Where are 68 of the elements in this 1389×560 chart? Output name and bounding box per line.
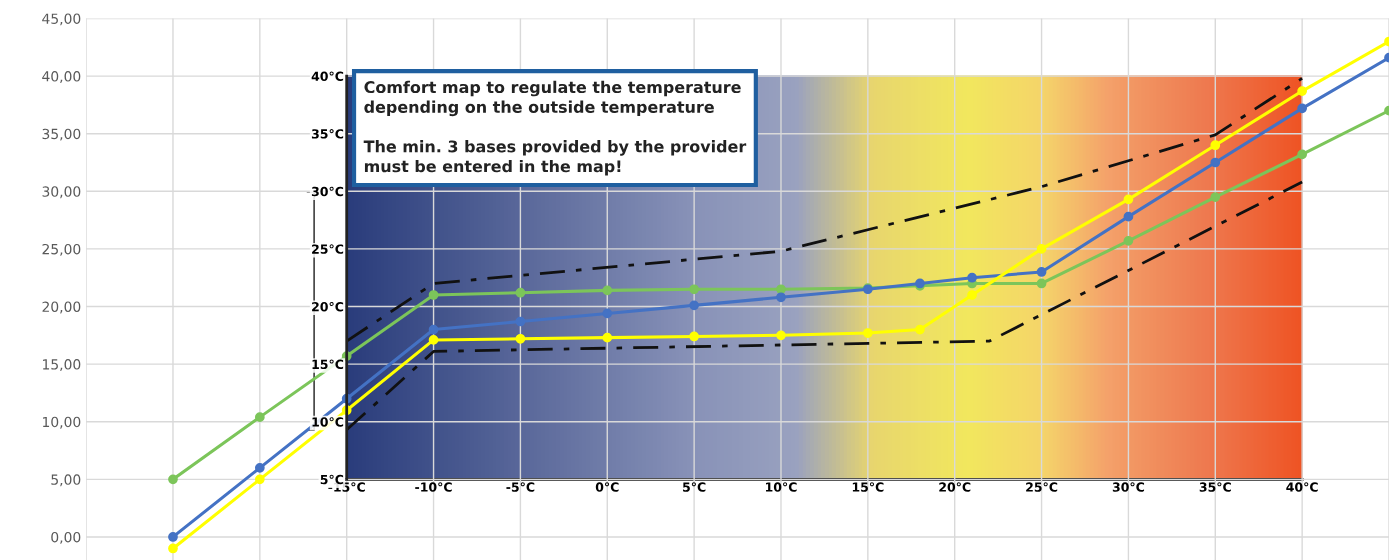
line-series <box>345 77 1304 343</box>
point <box>428 290 439 300</box>
point <box>168 543 178 554</box>
point <box>1210 140 1221 151</box>
point <box>1210 157 1221 168</box>
point <box>254 412 265 422</box>
x-tick-label: 20°C <box>939 482 971 492</box>
x-tick-label: 40°C <box>1286 482 1318 492</box>
point <box>602 332 613 343</box>
point <box>967 290 977 300</box>
point <box>1036 278 1047 289</box>
point <box>515 333 526 344</box>
point <box>1036 267 1047 277</box>
x-tick-label: 25°C <box>1026 482 1058 492</box>
y2-tick-label: 10°C <box>312 417 344 427</box>
y2-tick-label: 20°C <box>312 301 344 312</box>
point <box>1123 194 1134 205</box>
point <box>1123 211 1134 222</box>
y-tick-label: 25,00 <box>42 243 81 256</box>
y2-tick-label: 15°C <box>312 359 344 370</box>
point <box>1123 235 1134 246</box>
y-tick-label: 45,00 <box>42 13 81 26</box>
x-tick-label: 0°C <box>595 482 619 492</box>
point <box>602 308 613 319</box>
y2-tick-label: 25°C <box>312 244 344 254</box>
annotation: The min. 3 bases provided by the provider must be entered in the map! <box>363 140 747 176</box>
point <box>602 285 613 296</box>
x-tick-label: 35°C <box>1199 482 1231 492</box>
point <box>428 324 439 335</box>
point <box>1210 192 1221 202</box>
point <box>776 292 786 303</box>
x-tick-label: -10°C <box>415 482 452 492</box>
annotation: Comfort map to regulate the temperature depending on the outside temperature <box>364 80 741 117</box>
y-tick-label: 20,00 <box>42 301 81 314</box>
point <box>515 316 526 327</box>
point <box>1297 149 1308 160</box>
point <box>168 474 178 485</box>
point <box>168 532 178 542</box>
point <box>689 284 699 295</box>
y-tick-label: 15,00 <box>43 359 81 372</box>
x-tick-label: 30°C <box>1112 482 1145 492</box>
y-tick-label: 5,00 <box>51 474 81 487</box>
point <box>1036 244 1047 254</box>
y-tick-label: 30,00 <box>42 186 81 199</box>
x-tick-label: 15°C <box>852 482 884 492</box>
point <box>776 284 786 295</box>
y2-tick-label: 30°C <box>311 186 344 197</box>
point <box>689 331 699 342</box>
point <box>915 324 925 335</box>
point <box>862 328 873 338</box>
x-tick-label: -5°C <box>506 482 535 492</box>
x-tick-label: 10°C <box>765 482 797 492</box>
y-tick-label: 40,00 <box>42 71 81 83</box>
point <box>515 287 526 298</box>
point <box>689 300 699 311</box>
y-tick-label: 35,00 <box>42 128 81 141</box>
point <box>967 272 977 283</box>
point <box>1297 103 1308 114</box>
y-tick-label: 10,00 <box>43 416 81 429</box>
x-tick-label: 5°C <box>683 482 706 492</box>
point <box>254 462 265 473</box>
point <box>254 474 265 485</box>
point <box>428 335 439 345</box>
point <box>1297 86 1308 96</box>
y2-tick-label: 35°C <box>311 129 344 139</box>
point <box>776 330 786 341</box>
y2-tick-label: 40°C <box>311 71 344 82</box>
y-tick-label: 0,00 <box>51 531 81 544</box>
